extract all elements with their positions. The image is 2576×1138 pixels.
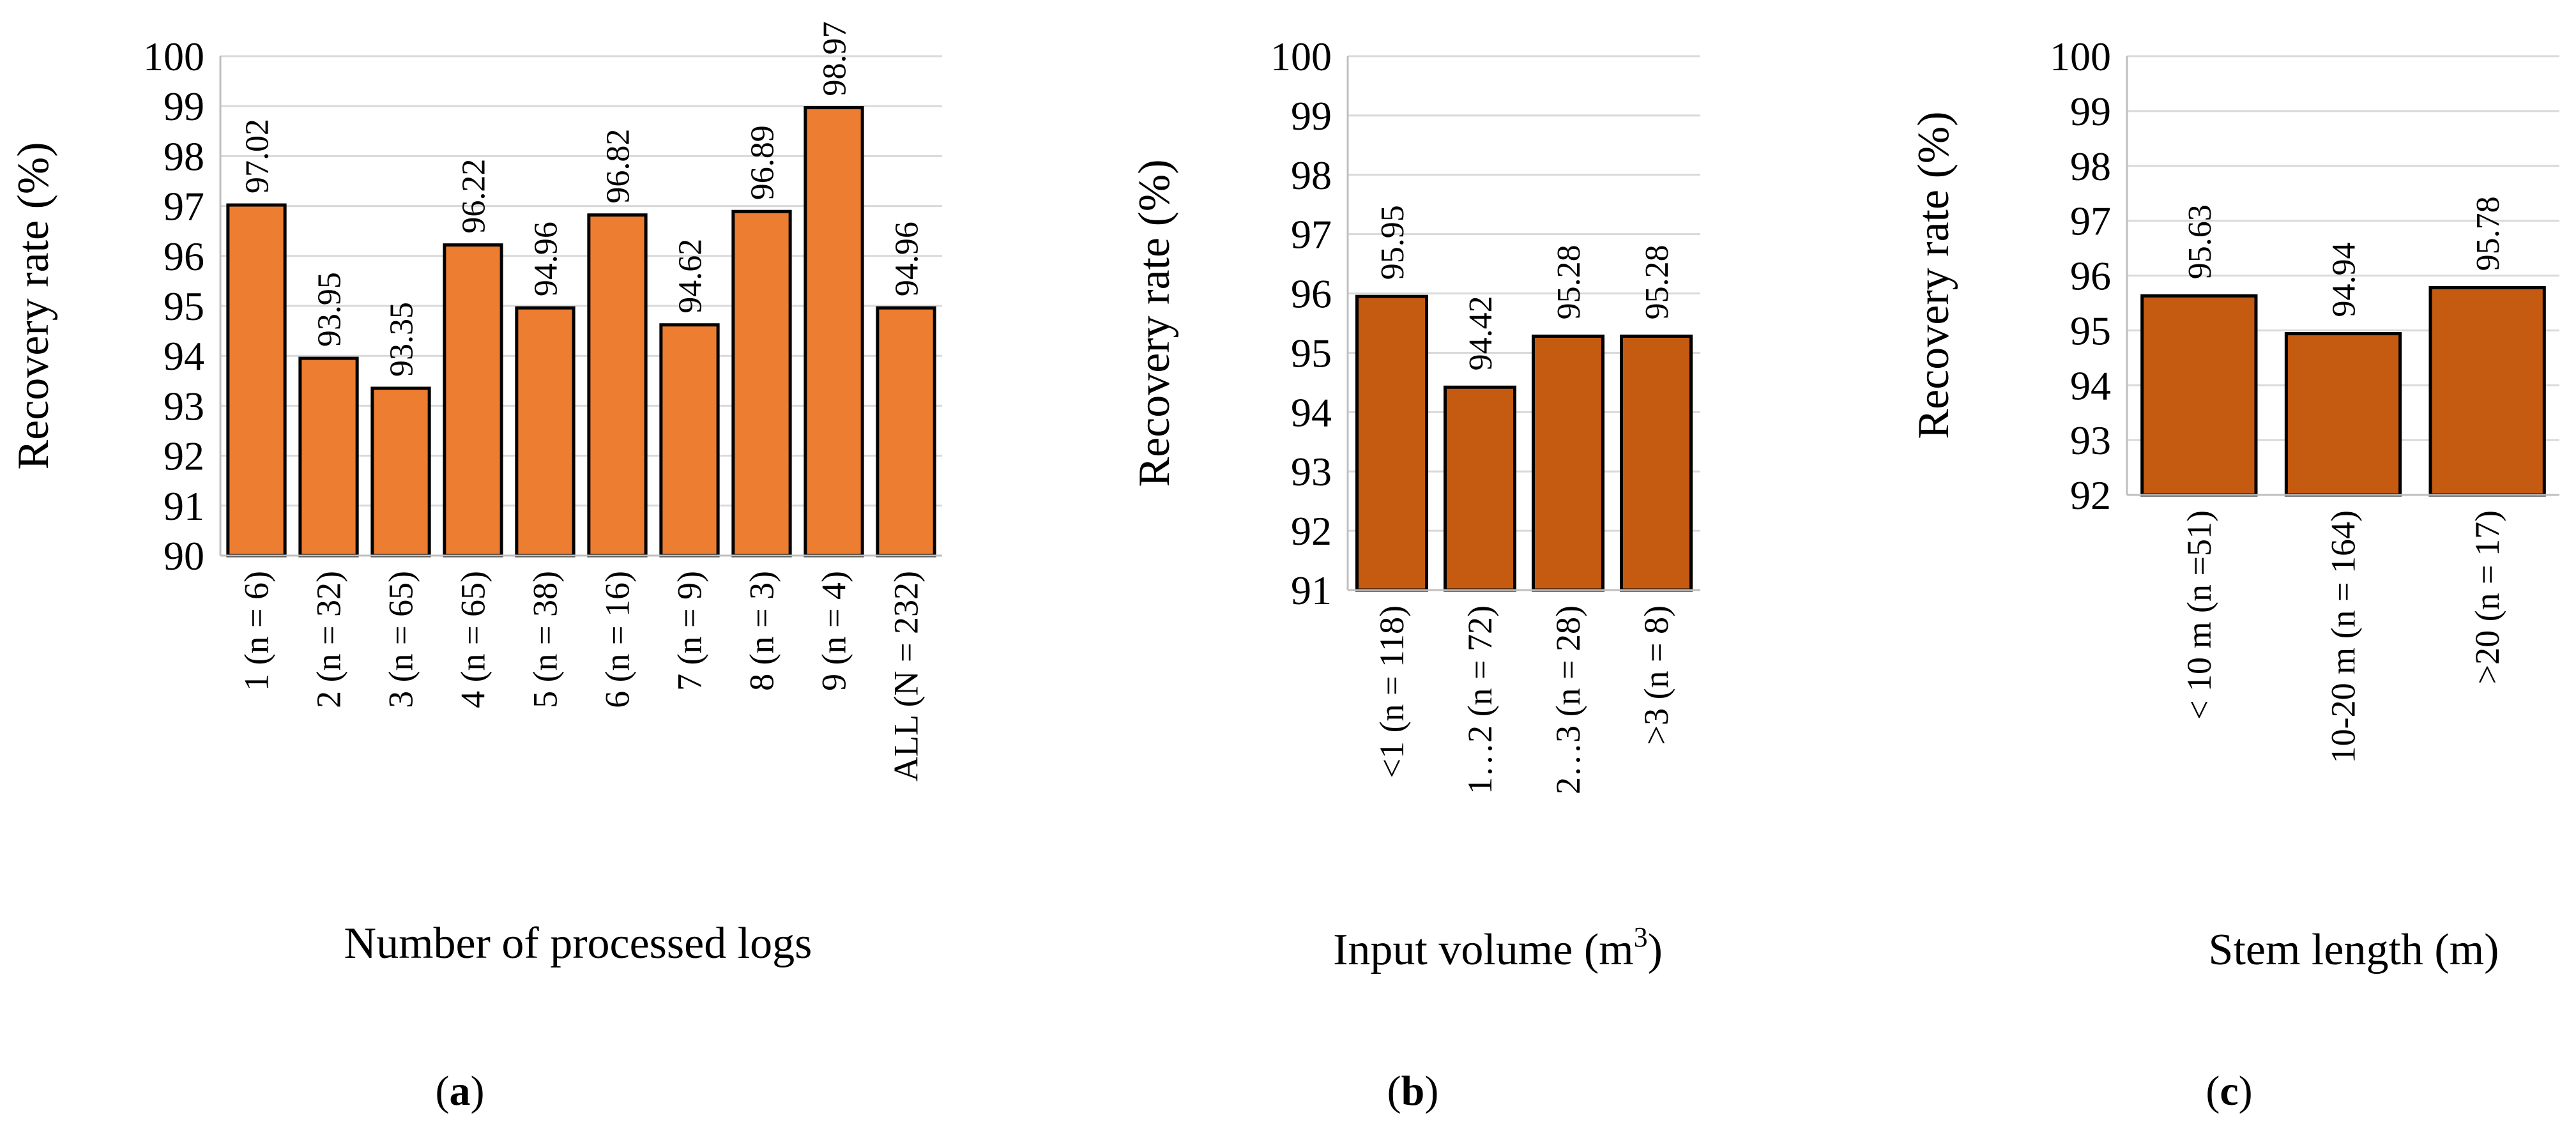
category-label: 1 (n = 6) — [238, 571, 276, 691]
y-axis-title: Recovery rate (%) — [1130, 159, 1179, 487]
y-tick-label: 92 — [1291, 508, 1332, 554]
y-tick-label: 91 — [164, 483, 204, 529]
y-tick-label: 95 — [164, 284, 204, 329]
data-label: 96.89 — [745, 125, 781, 200]
bar — [2284, 332, 2402, 497]
data-label: 96.82 — [600, 129, 637, 204]
y-tick-label: 97 — [2070, 199, 2111, 244]
panel-letter: a — [450, 1068, 471, 1114]
category-label: >20 (n = 17) — [2468, 510, 2506, 684]
y-tick-label: 94 — [164, 333, 204, 379]
bar — [1531, 334, 1605, 592]
y-tick-label: 90 — [164, 533, 204, 579]
category-label: 2 (n = 32) — [310, 571, 348, 708]
category-label: 6 (n = 16) — [598, 571, 637, 708]
category-label: ALL (N = 232) — [887, 571, 926, 782]
category-label: <1 (n = 118) — [1373, 605, 1411, 778]
bar — [370, 386, 431, 558]
bar — [876, 306, 936, 558]
category-label: < 10 m (n =51) — [2180, 510, 2218, 720]
x-axis-title: Number of processed logs — [344, 919, 812, 968]
y-tick-label: 91 — [1291, 568, 1332, 613]
y-tick-label: 96 — [1291, 271, 1332, 317]
bar — [298, 356, 359, 558]
bar — [804, 106, 864, 558]
chart-panel-b: 91 92 93 94 95 96 97 98 99 100 95.95 <1 (n = 118) 94… — [1130, 34, 1700, 1114]
bar — [2428, 285, 2546, 497]
panel-label: (c) — [2206, 1068, 2252, 1114]
bar — [1355, 294, 1429, 592]
data-label: 95.28 — [1551, 245, 1587, 319]
y-tick-label: 100 — [1270, 34, 1332, 79]
x-axis-title-superscript: 3 — [1634, 922, 1648, 953]
y-tick-label: 99 — [1291, 93, 1332, 139]
bar — [1443, 385, 1517, 592]
data-label: 94.96 — [528, 222, 565, 296]
y-axis-title: Recovery rate (%) — [1909, 111, 1958, 439]
bar — [443, 243, 503, 558]
bar — [731, 209, 792, 558]
category-label: 10-20 m (n = 164) — [2324, 510, 2363, 763]
x-axis-title-end: ) — [1648, 925, 1663, 975]
bar — [1619, 334, 1693, 592]
y-tick-label: 99 — [2070, 89, 2111, 134]
data-label: 94.42 — [1463, 296, 1499, 370]
data-label: 98.97 — [817, 22, 853, 96]
data-label: 93.95 — [312, 272, 348, 347]
y-tick-label: 95 — [1291, 330, 1332, 376]
data-label: 95.95 — [1375, 205, 1411, 280]
y-tick-label: 92 — [164, 434, 204, 479]
panel-letter: b — [1401, 1068, 1425, 1114]
y-tick-label: 100 — [2050, 34, 2111, 79]
y-tick-label: 93 — [164, 383, 204, 429]
bar — [587, 213, 648, 558]
y-tick-label: 96 — [2070, 254, 2111, 299]
y-tick-label: 93 — [2070, 418, 2111, 463]
y-tick-label: 98 — [2070, 144, 2111, 189]
data-label: 95.28 — [1639, 245, 1675, 319]
data-label: 94.96 — [889, 222, 926, 296]
y-tick-label: 97 — [1291, 212, 1332, 257]
y-tick-label: 94 — [1291, 390, 1332, 435]
panel-label: (a) — [436, 1068, 485, 1114]
x-axis-title: Input volume (m3) — [1333, 922, 1663, 975]
y-tick-label: 98 — [164, 133, 204, 179]
y-tick-label: 96 — [164, 234, 204, 279]
y-tick-label: 92 — [2070, 473, 2111, 518]
category-label: 7 (n = 9) — [671, 571, 709, 691]
x-axis-title: Stem length (m) — [2209, 925, 2499, 975]
category-label: 8 (n = 3) — [743, 571, 781, 691]
data-label: 94.94 — [2326, 243, 2363, 317]
bar — [2140, 294, 2258, 497]
y-tick-label: 98 — [1291, 153, 1332, 198]
panel-label: (b) — [1387, 1068, 1439, 1114]
category-label: 4 (n = 65) — [454, 571, 492, 708]
category-label: 9 (n = 4) — [815, 571, 853, 691]
category-label: >3 (n = 8) — [1637, 605, 1675, 745]
data-label: 95.63 — [2182, 204, 2218, 279]
data-label: 93.35 — [384, 302, 420, 377]
bar — [226, 203, 287, 558]
y-tick-label: 100 — [143, 34, 204, 79]
category-label: 5 (n = 38) — [526, 571, 565, 708]
data-label: 94.62 — [673, 239, 709, 314]
bar — [659, 323, 720, 558]
category-label: 1…2 (n = 72) — [1461, 605, 1499, 794]
category-label: 2…3 (n = 28) — [1549, 605, 1587, 794]
y-axis-title: Recovery rate (%) — [9, 142, 58, 469]
y-tick-label: 95 — [2070, 308, 2111, 353]
data-label: 95.78 — [2470, 196, 2506, 271]
data-label: 97.02 — [240, 119, 276, 193]
y-tick-label: 97 — [164, 184, 204, 229]
chart-panel-c: 92 93 94 95 96 97 98 99 100 95.63 < 10 m (n =51) 94… — [1909, 34, 2559, 1114]
bar — [515, 306, 575, 558]
y-tick-label: 93 — [1291, 449, 1332, 494]
y-tick-label: 99 — [164, 84, 204, 129]
panel-letter: c — [2220, 1068, 2238, 1114]
y-tick-label: 94 — [2070, 363, 2111, 408]
data-label: 96.22 — [456, 159, 492, 234]
category-label: 3 (n = 65) — [382, 571, 420, 708]
